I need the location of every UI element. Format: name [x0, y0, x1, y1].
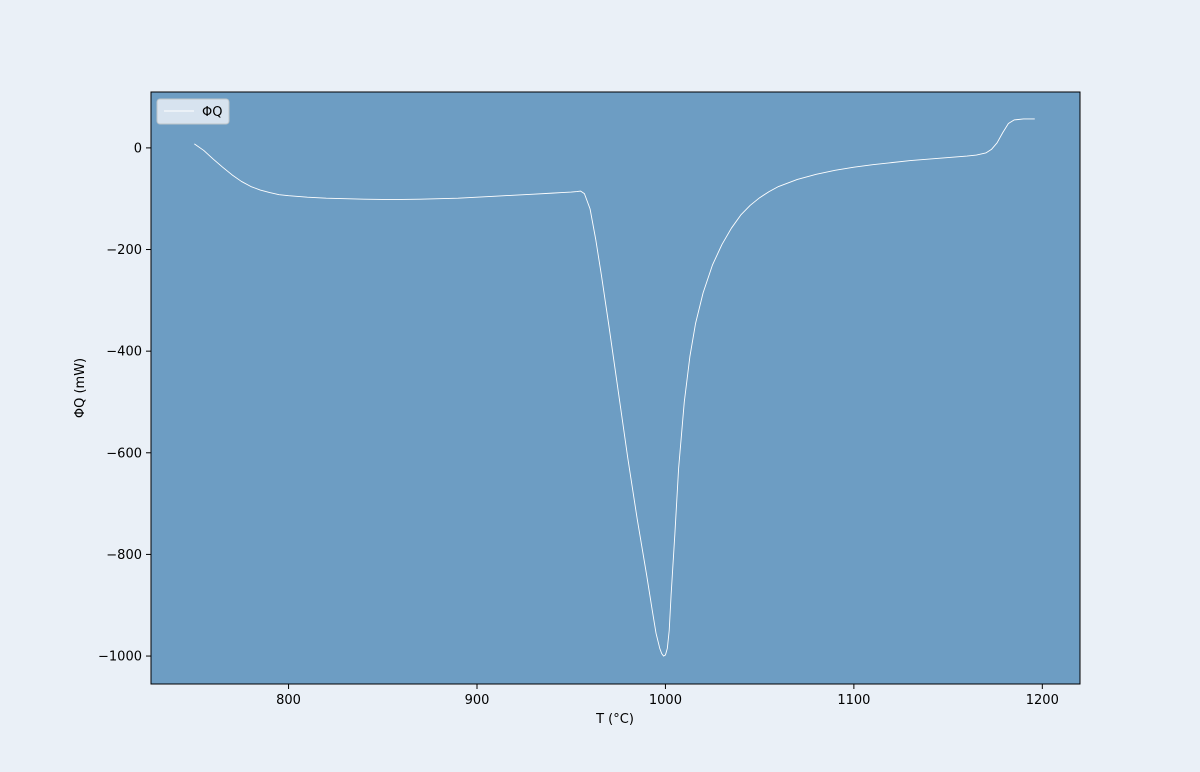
legend: ΦQ: [156, 98, 230, 125]
x-tick-label: 1000: [649, 693, 682, 708]
y-tick-label: 0: [134, 141, 142, 156]
x-tick-label: 900: [465, 693, 490, 708]
plot-frame: [150, 91, 1081, 685]
plot-area: [151, 92, 1080, 684]
y-tick-label: −800: [106, 548, 142, 563]
y-axis-ticks: 0 −200 −400 −600 −800 −1000: [98, 141, 151, 665]
y-tick-label: −1000: [98, 650, 142, 665]
series-layer: [194, 118, 1035, 657]
y-tick-label: −400: [106, 345, 142, 360]
x-tick-label: 1100: [837, 693, 870, 708]
x-axis-ticks: 800 900 1000 1100 1200: [276, 684, 1059, 708]
y-axis-label: ΦQ (mW): [73, 358, 88, 418]
x-axis-label: T (°C): [595, 712, 634, 727]
y-tick-label: −200: [106, 243, 142, 258]
y-tick-label: −600: [106, 446, 142, 461]
legend-entry: ΦQ: [202, 105, 222, 120]
x-tick-label: 800: [276, 693, 301, 708]
series-line: [194, 118, 1035, 657]
x-tick-label: 1200: [1026, 693, 1059, 708]
